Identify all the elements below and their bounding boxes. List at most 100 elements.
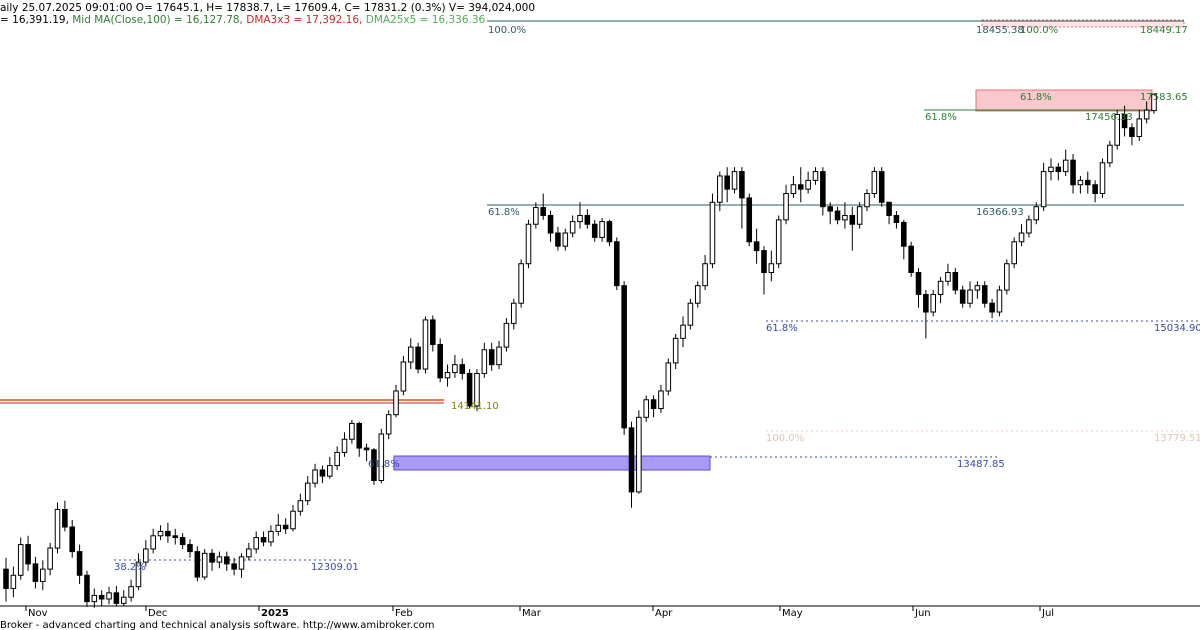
fib-zone-618-pink bbox=[975, 89, 1153, 112]
candle-up bbox=[407, 346, 414, 363]
candle-up bbox=[1062, 159, 1069, 173]
candle-down bbox=[319, 469, 326, 477]
candle-up bbox=[864, 193, 870, 208]
header-dma3x3: DMA3x3 = 17,392.16, bbox=[246, 14, 366, 26]
candle-down bbox=[1084, 179, 1091, 186]
label-orange-price: 14141.10 bbox=[451, 401, 499, 412]
candle-up bbox=[297, 500, 304, 512]
candle-down bbox=[371, 449, 377, 482]
level-labels: 100.0% 18455.38 100.0% 18449.17 61.8% 17… bbox=[114, 25, 1200, 573]
candle-up bbox=[996, 289, 1003, 313]
label-618-pink: 61.8% bbox=[1020, 92, 1052, 103]
candle-down bbox=[959, 289, 966, 304]
label-618-blue-upper-price: 15034.90 bbox=[1154, 323, 1200, 334]
candle-down bbox=[1055, 166, 1062, 173]
candle-up bbox=[290, 510, 296, 530]
candle-up bbox=[135, 561, 142, 588]
candle-up bbox=[569, 221, 576, 234]
candle-down bbox=[915, 272, 922, 295]
candle-up bbox=[694, 285, 701, 304]
candle-down bbox=[113, 592, 120, 604]
candle-up bbox=[128, 586, 134, 598]
candle-down bbox=[797, 184, 804, 190]
candle-up bbox=[1107, 144, 1113, 164]
candle-up bbox=[717, 175, 723, 203]
candle-up bbox=[967, 289, 973, 304]
label-618-pink-price: 17583.65 bbox=[1140, 92, 1188, 103]
candle-up bbox=[1048, 166, 1054, 173]
x-label-dec: Dec bbox=[148, 608, 167, 619]
candle-up bbox=[842, 214, 848, 221]
candle-down bbox=[739, 171, 745, 199]
candle-down bbox=[187, 544, 193, 553]
candle-down bbox=[98, 594, 105, 600]
candle-down bbox=[849, 214, 856, 225]
candle-down bbox=[223, 556, 230, 565]
candle-down bbox=[488, 349, 495, 366]
candle-up bbox=[702, 263, 708, 287]
label-top-price-1: 18455.38 bbox=[976, 25, 1024, 36]
candle-up bbox=[91, 594, 98, 603]
candle-down bbox=[761, 250, 767, 274]
candle-down bbox=[908, 245, 914, 274]
label-faded-100: 100.0% bbox=[766, 433, 804, 444]
candle-up bbox=[481, 349, 488, 374]
candle-up bbox=[246, 548, 252, 558]
candle-up bbox=[341, 438, 348, 453]
x-label-feb: Feb bbox=[395, 608, 413, 619]
candle-up bbox=[216, 556, 223, 563]
candle-up bbox=[518, 263, 524, 304]
x-label-nov: Nov bbox=[28, 608, 48, 619]
x-axis-labels: Nov Dec 2025 Feb Mar Apr May Jun Jul bbox=[25, 606, 1054, 619]
candle-up bbox=[1143, 109, 1150, 120]
candle-up bbox=[1099, 162, 1106, 195]
label-618-green-price: 17456.33 bbox=[1085, 112, 1133, 123]
candle-up bbox=[304, 482, 311, 502]
candle-up bbox=[599, 221, 605, 238]
candle-down bbox=[746, 197, 753, 243]
footer-credit: Broker - advanced charting and technical… bbox=[0, 620, 435, 630]
candle-up bbox=[54, 508, 61, 549]
candle-down bbox=[282, 524, 289, 530]
label-618-blue-upper: 61.8% bbox=[766, 323, 798, 334]
candle-up bbox=[783, 193, 789, 221]
candle-up bbox=[1136, 118, 1143, 137]
candle-up bbox=[106, 592, 112, 600]
candle-down bbox=[901, 221, 907, 247]
candle-up bbox=[562, 232, 569, 247]
x-label-may: May bbox=[782, 608, 803, 619]
candle-up bbox=[201, 552, 208, 578]
candle-up bbox=[1033, 206, 1040, 221]
candle-up bbox=[327, 465, 333, 477]
candle-up bbox=[1011, 241, 1017, 265]
candle-up bbox=[672, 337, 679, 364]
candle-up bbox=[1018, 232, 1025, 243]
candle-down bbox=[584, 214, 591, 225]
candle-up bbox=[871, 171, 878, 195]
header-mid-ma: Mid MA(Close,100) = 16,127.78, bbox=[72, 14, 246, 26]
candle-down bbox=[172, 535, 179, 539]
candle-up bbox=[658, 390, 664, 410]
candle-down bbox=[430, 319, 436, 345]
candle-down bbox=[650, 399, 657, 410]
candle-up bbox=[47, 547, 53, 570]
candle-up bbox=[400, 361, 407, 392]
candle-up bbox=[709, 201, 716, 265]
candle-up bbox=[731, 171, 738, 190]
x-label-apr: Apr bbox=[655, 608, 673, 619]
candle-down bbox=[606, 221, 613, 243]
candle-down bbox=[893, 214, 900, 223]
candle-down bbox=[555, 232, 561, 247]
candle-down bbox=[356, 422, 363, 449]
candle-down bbox=[878, 171, 885, 203]
candle-up bbox=[17, 544, 24, 576]
candle-up bbox=[856, 206, 863, 225]
candle-up bbox=[1004, 263, 1010, 291]
candle-up bbox=[525, 223, 532, 265]
label-top-price-2: 18449.17 bbox=[1140, 25, 1188, 36]
candle-up bbox=[930, 293, 937, 313]
candle-down bbox=[415, 346, 421, 370]
candle-up bbox=[1040, 171, 1047, 208]
